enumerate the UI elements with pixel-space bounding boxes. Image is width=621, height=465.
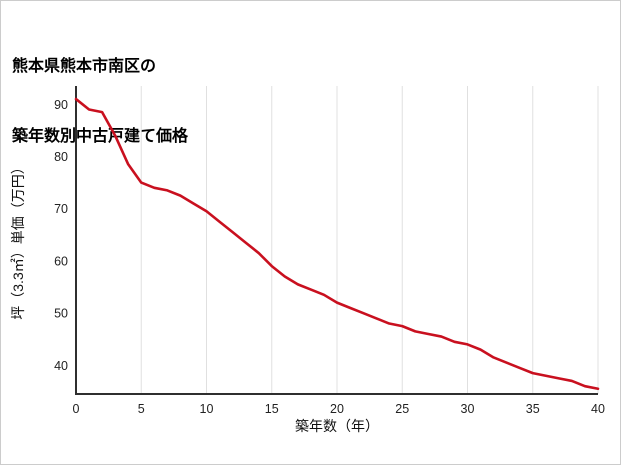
x-axis-label: 築年数（年） bbox=[295, 418, 379, 434]
y-tick-label: 40 bbox=[54, 359, 68, 373]
x-tick-label: 10 bbox=[200, 402, 214, 416]
chart-title-line1: 熊本県熊本市南区の bbox=[12, 58, 157, 76]
y-tick-label: 90 bbox=[54, 98, 68, 112]
x-tick-label: 25 bbox=[395, 402, 409, 416]
chart-title-line2: 築年数別中古戸建て価格 bbox=[12, 127, 189, 145]
x-tick-label: 20 bbox=[330, 402, 344, 416]
y-tick-label: 60 bbox=[54, 254, 68, 268]
y-tick-label: 80 bbox=[54, 150, 68, 164]
x-tick-label: 35 bbox=[526, 402, 540, 416]
y-tick-label: 70 bbox=[54, 202, 68, 216]
y-axis-label: 坪（3.3㎡）単価（万円） bbox=[10, 160, 26, 319]
x-tick-label: 5 bbox=[138, 402, 145, 416]
x-tick-label: 40 bbox=[591, 402, 605, 416]
y-tick-label: 50 bbox=[54, 307, 68, 321]
chart-title: 熊本県熊本市南区の 築年数別中古戸建て価格 bbox=[12, 9, 188, 195]
x-tick-label: 15 bbox=[265, 402, 279, 416]
price-line bbox=[74, 97, 600, 391]
x-tick-label: 30 bbox=[461, 402, 475, 416]
x-tick-label: 0 bbox=[73, 402, 80, 416]
